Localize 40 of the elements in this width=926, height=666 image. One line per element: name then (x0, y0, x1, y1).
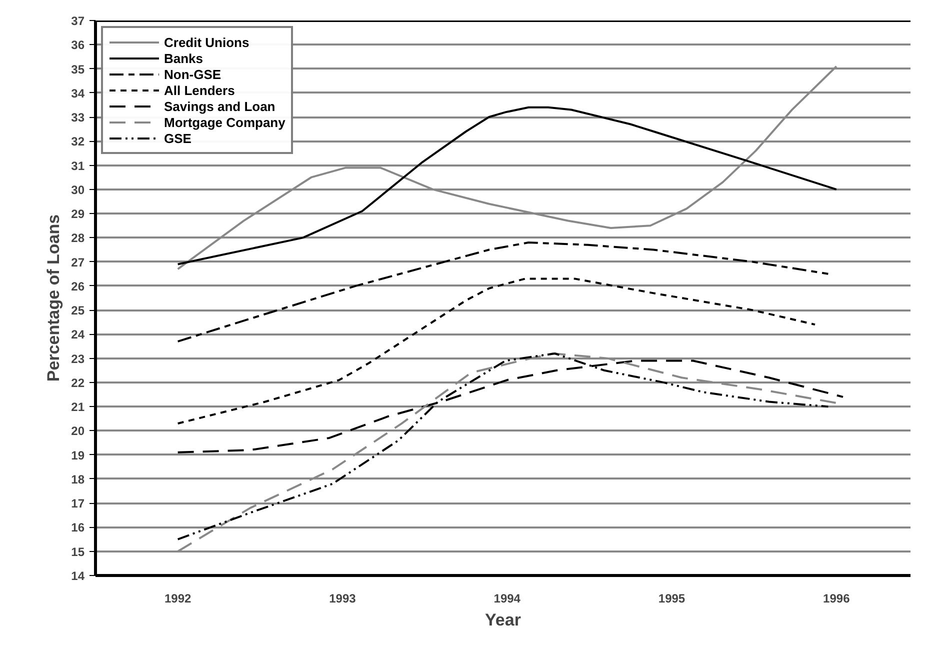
y-tick-label: 27 (71, 255, 85, 270)
y-tick-label: 33 (71, 110, 85, 125)
x-tick-label: 1992 (164, 592, 192, 606)
y-tick-label: 22 (71, 376, 85, 390)
x-tick-label: 1994 (494, 592, 521, 606)
y-tick-label: 17 (71, 496, 85, 511)
legend-label: Banks (164, 50, 204, 66)
y-tick-label: 36 (71, 38, 85, 52)
y-axis-title: Percentage of Loans (44, 214, 64, 382)
y-tick-label: 34 (71, 86, 85, 100)
y-tick-label: 18 (71, 472, 85, 486)
y-tick-label: 25 (71, 304, 85, 318)
line-series (176, 242, 830, 342)
line-series (176, 278, 816, 424)
y-tick-label: 26 (71, 279, 85, 294)
y-tick-label: 30 (71, 182, 85, 197)
y-tick-label: 28 (71, 231, 85, 246)
legend-label: Credit Unions (164, 34, 250, 50)
y-tick-label: 29 (71, 207, 85, 222)
x-tick-label: 1996 (823, 592, 850, 606)
legend-label: Mortgage Company (164, 114, 286, 130)
y-tick-label: 19 (71, 448, 85, 462)
y-tick-label: 35 (71, 62, 85, 76)
legend-label: Savings and Loan (164, 98, 276, 114)
legend-label: GSE (164, 130, 192, 146)
x-tick-label: 1993 (329, 592, 356, 606)
x-axis-title: Year (485, 610, 522, 630)
y-tick-label: 20 (71, 424, 85, 438)
y-tick-label: 24 (71, 328, 85, 342)
y-tick-label: 37 (71, 14, 85, 28)
legend-label: Non-GSE (164, 66, 222, 82)
y-tick-label: 21 (71, 400, 85, 414)
y-tick-label: 16 (71, 520, 85, 535)
y-tick-label: 31 (71, 158, 85, 173)
x-tick-label: 1995 (658, 592, 686, 606)
y-tick-label: 14 (71, 569, 85, 583)
legend-label: All Lenders (164, 82, 235, 98)
y-tick-label: 23 (71, 352, 85, 366)
y-tick-label: 32 (71, 134, 85, 149)
y-tick-label: 15 (71, 544, 85, 559)
